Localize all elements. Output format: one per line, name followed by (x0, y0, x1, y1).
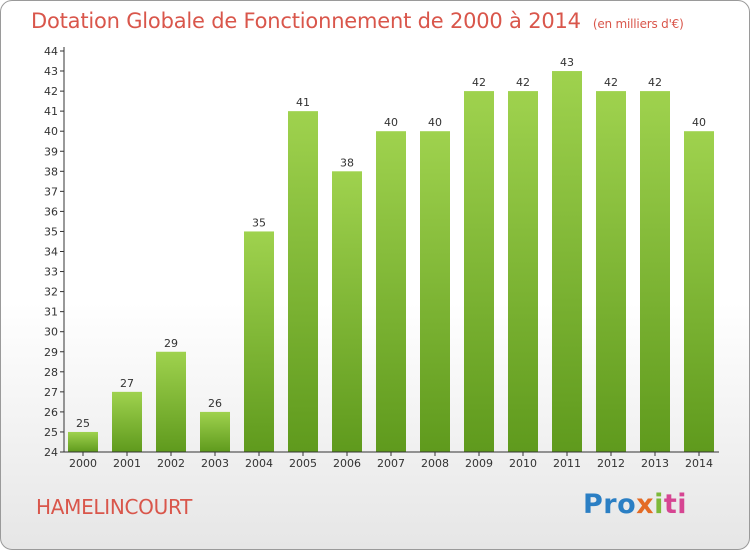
x-tick-label: 2003 (201, 457, 229, 470)
bar (332, 171, 362, 453)
y-tick-label: 36 (44, 205, 58, 218)
bar-value-label: 26 (208, 397, 222, 410)
bar-value-label: 40 (428, 116, 442, 129)
bar (288, 111, 318, 453)
x-tick-label: 2006 (333, 457, 361, 470)
bar (508, 91, 538, 452)
bar (464, 91, 494, 452)
y-tick-label: 41 (44, 105, 58, 118)
y-tick-label: 32 (44, 286, 58, 299)
bar (112, 391, 142, 452)
bar (68, 431, 98, 452)
x-tick-label: 2007 (377, 457, 405, 470)
bar (596, 91, 626, 452)
x-tick-label: 2001 (113, 457, 141, 470)
logo-part-3: i (654, 489, 664, 520)
proxiti-logo: Proxiti (583, 489, 687, 520)
bar-value-label: 43 (560, 56, 574, 69)
x-tick-label: 2009 (465, 457, 493, 470)
x-tick-label: 2002 (157, 457, 185, 470)
chart-title-text: Dotation Globale de Fonctionnement de 20… (31, 9, 581, 33)
y-tick-label: 27 (44, 386, 58, 399)
bar (244, 231, 274, 452)
logo-part-1: Pro (583, 489, 637, 520)
x-tick-label: 2000 (69, 457, 97, 470)
y-tick-label: 29 (44, 346, 58, 359)
bar (552, 71, 582, 453)
bar-value-label: 38 (340, 156, 354, 169)
bar-value-label: 25 (76, 417, 90, 430)
bar (376, 131, 406, 452)
bar (420, 131, 450, 452)
y-tick-label: 38 (44, 165, 58, 178)
y-tick-label: 34 (44, 246, 58, 259)
y-tick-label: 25 (44, 426, 58, 439)
bar-value-label: 35 (252, 216, 266, 229)
bar-value-label: 42 (604, 76, 618, 89)
y-tick-label: 44 (44, 45, 58, 58)
x-tick-label: 2011 (553, 457, 581, 470)
bar (156, 351, 186, 452)
y-tick-label: 31 (44, 306, 58, 319)
y-tick-label: 33 (44, 266, 58, 279)
commune-name: HAMELINCOURT (36, 495, 193, 519)
y-tick-label: 26 (44, 406, 58, 419)
chart-unit: (en milliers d'€) (592, 17, 684, 31)
bar-value-label: 40 (692, 116, 706, 129)
bar-value-label: 42 (648, 76, 662, 89)
y-tick-label: 39 (44, 145, 58, 158)
x-tick-label: 2012 (597, 457, 625, 470)
y-tick-label: 28 (44, 366, 58, 379)
y-tick-label: 24 (44, 446, 58, 459)
bar (684, 131, 714, 452)
y-tick-label: 35 (44, 225, 58, 238)
bar-value-label: 27 (120, 377, 134, 390)
x-tick-label: 2014 (685, 457, 713, 470)
bar-value-label: 42 (516, 76, 530, 89)
y-tick-label: 30 (44, 326, 58, 339)
x-tick-label: 2010 (509, 457, 537, 470)
y-tick-label: 43 (44, 65, 58, 78)
y-tick-label: 37 (44, 185, 58, 198)
chart-title: Dotation Globale de Fonctionnement de 20… (31, 9, 684, 33)
x-tick-label: 2004 (245, 457, 273, 470)
x-tick-label: 2013 (641, 457, 669, 470)
y-tick-label: 42 (44, 85, 58, 98)
bar-value-label: 42 (472, 76, 486, 89)
bar (200, 411, 230, 452)
bar-value-label: 40 (384, 116, 398, 129)
bar-value-label: 29 (164, 337, 178, 350)
bar-value-label: 41 (296, 96, 310, 109)
logo-part-4: ti (663, 489, 688, 520)
x-tick-label: 2005 (289, 457, 317, 470)
logo-part-2: x (636, 489, 655, 520)
bar (640, 91, 670, 452)
x-tick-label: 2008 (421, 457, 449, 470)
y-tick-label: 40 (44, 125, 58, 138)
